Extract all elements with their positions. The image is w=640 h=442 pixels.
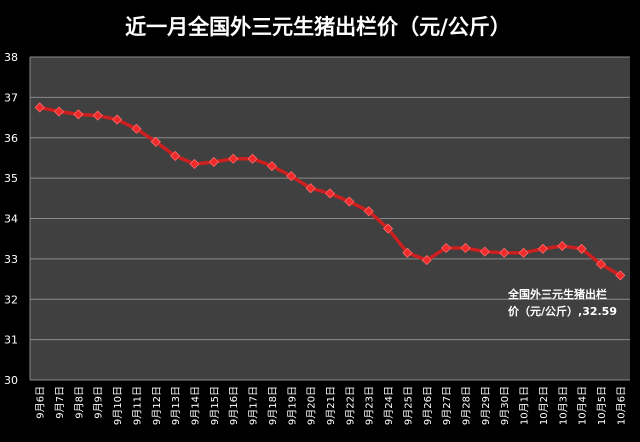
data-point-marker bbox=[208, 156, 219, 168]
x-tick-label: 9月8日 bbox=[73, 386, 85, 419]
data-point-marker bbox=[92, 110, 103, 121]
data-point-marker bbox=[595, 259, 607, 270]
data-point-marker bbox=[518, 247, 529, 258]
data-point-marker bbox=[363, 206, 374, 217]
x-tick-label: 9月16日 bbox=[228, 386, 240, 425]
y-tick-label: 37 bbox=[4, 91, 18, 104]
x-tick-label: 9月7日 bbox=[54, 386, 66, 419]
data-point-marker bbox=[112, 114, 123, 125]
data-point-marker bbox=[557, 240, 568, 252]
x-tick-label: 9月26日 bbox=[422, 386, 434, 425]
y-axis: 30 31 32 33 34 35 36 37 38 bbox=[4, 51, 31, 387]
data-point-marker bbox=[344, 196, 355, 207]
x-axis: 9月6日 9月7日 9月8日 9月9日 9月10日 9月11日 9月12日 9月13日 9月14… bbox=[35, 386, 628, 425]
data-point-marker bbox=[150, 136, 161, 147]
y-tick-label: 32 bbox=[4, 293, 18, 306]
y-tick-label: 38 bbox=[4, 51, 18, 64]
x-tick-label: 10月1日 bbox=[519, 386, 531, 425]
data-point-marker bbox=[53, 106, 65, 117]
data-point-marker bbox=[189, 158, 200, 170]
data-point-marker bbox=[460, 242, 471, 254]
x-tick-label: 9月9日 bbox=[93, 386, 105, 419]
annotation-line-1: 全国外三元生猪出栏 bbox=[507, 287, 607, 301]
x-tick-label: 10月4日 bbox=[577, 386, 589, 425]
x-tick-label: 9月13日 bbox=[170, 386, 182, 425]
data-point-marker bbox=[73, 109, 84, 120]
x-tick-label: 10月2日 bbox=[538, 386, 550, 425]
x-tick-label: 9月25日 bbox=[402, 386, 414, 425]
y-tick-label: 31 bbox=[4, 334, 18, 347]
x-tick-label: 9月27日 bbox=[441, 386, 453, 425]
data-point-marker bbox=[324, 188, 336, 199]
chart-title: 近一月全国外三元生猪出栏价（元/公斤） bbox=[125, 15, 511, 39]
x-tick-label: 9月15日 bbox=[209, 386, 221, 425]
data-point-marker bbox=[421, 255, 432, 266]
x-tick-label: 9月6日 bbox=[35, 386, 47, 419]
data-point-marker bbox=[382, 223, 394, 234]
y-tick-label: 30 bbox=[4, 374, 18, 387]
data-point-marker bbox=[131, 123, 142, 134]
x-tick-label: 9月24日 bbox=[383, 386, 395, 425]
data-point-marker bbox=[286, 171, 297, 182]
x-tick-label: 9月28日 bbox=[460, 386, 472, 425]
data-point-marker bbox=[402, 247, 413, 258]
x-tick-label: 9月19日 bbox=[286, 386, 298, 425]
x-tick-label: 9月11日 bbox=[131, 386, 143, 425]
x-tick-label: 9月12日 bbox=[151, 386, 163, 425]
data-point-marker bbox=[615, 270, 626, 281]
series-layer bbox=[34, 102, 626, 281]
y-tick-label: 36 bbox=[4, 132, 18, 145]
data-point-marker bbox=[266, 160, 278, 172]
y-tick-label: 35 bbox=[4, 172, 18, 185]
x-tick-label: 10月5日 bbox=[596, 386, 608, 425]
x-tick-label: 9月10日 bbox=[112, 386, 124, 425]
grid-layer bbox=[30, 56, 630, 381]
x-tick-label: 9月23日 bbox=[364, 386, 376, 425]
x-tick-label: 9月17日 bbox=[248, 386, 260, 425]
data-point-marker bbox=[537, 243, 548, 254]
data-point-marker bbox=[441, 242, 452, 254]
data-point-marker bbox=[247, 153, 258, 164]
x-tick-label: 9月22日 bbox=[344, 386, 356, 425]
x-tick-label: 10月6日 bbox=[615, 386, 627, 425]
data-point-marker bbox=[34, 102, 45, 113]
data-point-marker bbox=[170, 150, 181, 161]
x-tick-label: 9月18日 bbox=[267, 386, 279, 425]
data-annotation: 全国外三元生猪出栏 价（元/公斤）,32.59 bbox=[507, 287, 617, 318]
x-tick-label: 9月21日 bbox=[325, 386, 337, 425]
data-point-marker bbox=[228, 153, 239, 164]
x-tick-label: 9月29日 bbox=[480, 386, 492, 425]
y-tick-label: 34 bbox=[4, 213, 18, 226]
x-tick-label: 9月20日 bbox=[306, 386, 318, 425]
x-tick-label: 9月14日 bbox=[190, 386, 202, 425]
data-point-marker bbox=[305, 183, 316, 194]
x-tick-label: 9月30日 bbox=[499, 386, 511, 425]
data-point-marker bbox=[499, 247, 510, 258]
data-point-marker bbox=[576, 243, 587, 254]
x-tick-label: 10月3日 bbox=[557, 386, 569, 425]
data-point-marker bbox=[479, 246, 490, 257]
y-tick-label: 33 bbox=[4, 253, 18, 266]
annotation-line-2: 价（元/公斤）,32.59 bbox=[508, 304, 617, 318]
